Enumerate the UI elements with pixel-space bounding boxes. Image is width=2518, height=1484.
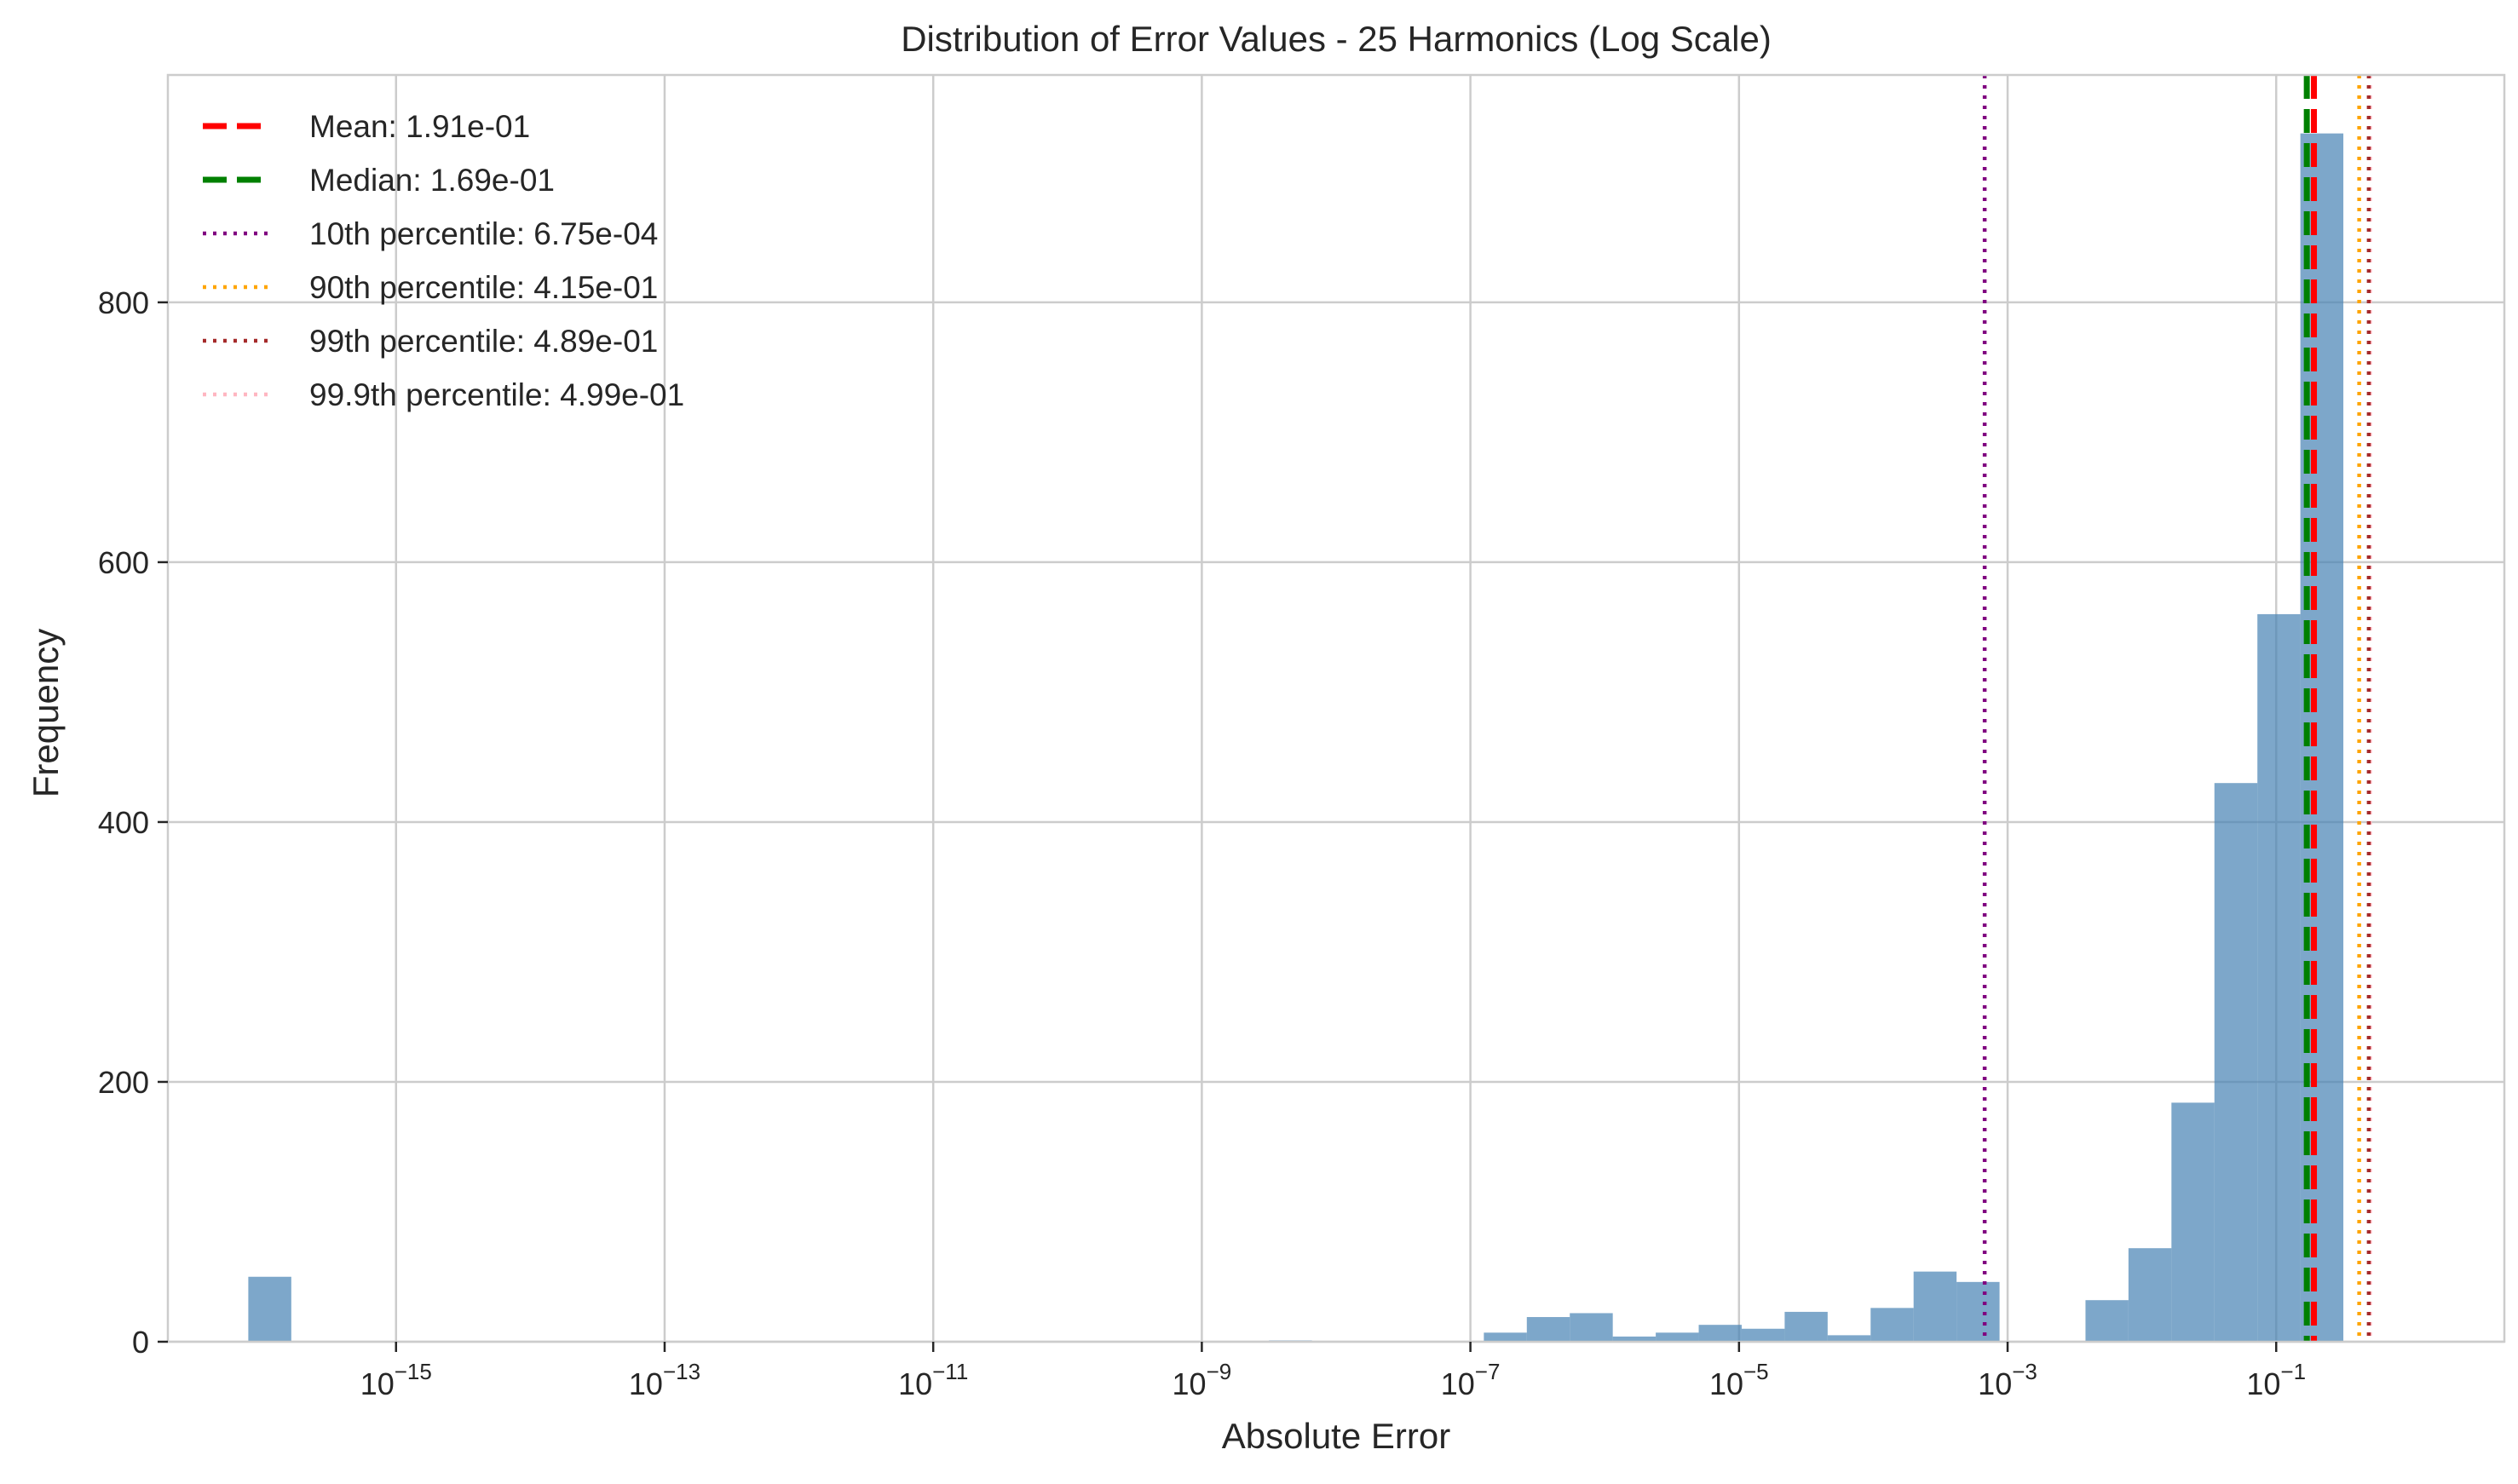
y-tick-label: 0 <box>132 1325 149 1360</box>
x-tick-label: 10−11 <box>898 1359 968 1401</box>
histogram-bar <box>248 1276 291 1342</box>
legend-label: Median: 1.69e-01 <box>309 163 555 198</box>
reference-lines-layer <box>1982 75 2372 1342</box>
x-tick-label: 10−15 <box>360 1359 432 1401</box>
histogram-bar <box>2171 1102 2215 1342</box>
legend-label: Mean: 1.91e-01 <box>309 109 530 144</box>
histogram-bar <box>1484 1332 1527 1342</box>
histogram-bar <box>2128 1248 2172 1342</box>
legend-label: 99.9th percentile: 4.99e-01 <box>309 377 684 412</box>
histogram-bar <box>1741 1328 1785 1342</box>
legend-label: 99th percentile: 4.89e-01 <box>309 324 658 359</box>
histogram-bar <box>1870 1308 1914 1342</box>
ticks-layer: 10−15 10−13 10−11 10−9 10−7 10−5 10−3 10−1 0 200 4… <box>98 285 2306 1401</box>
y-tick-label: 800 <box>98 285 149 320</box>
x-tick-label: 10−7 <box>1441 1359 1501 1401</box>
x-tick-label: 10−3 <box>1978 1359 2037 1401</box>
histogram-bar <box>1570 1313 1613 1342</box>
plot-frame <box>166 73 2506 1343</box>
x-tick-label: 10−13 <box>629 1359 700 1401</box>
legend-label: 10th percentile: 6.75e-04 <box>309 216 658 251</box>
x-tick-label: 10−9 <box>1173 1359 1232 1401</box>
histogram-bar <box>1698 1325 1742 1342</box>
y-tick-label: 400 <box>98 805 149 840</box>
histogram-bar <box>1612 1336 1657 1342</box>
histogram-bar <box>2257 613 2301 1342</box>
histogram-bar <box>1913 1271 1957 1342</box>
chart-title: Distribution of Error Values - 25 Harmon… <box>901 19 1772 59</box>
histogram-bar <box>1526 1317 1570 1342</box>
histogram-bar <box>2214 783 2258 1342</box>
y-axis-label: Frequency <box>26 629 66 797</box>
histogram-bar <box>1656 1332 1699 1342</box>
x-tick-label: 10−5 <box>1709 1359 1769 1401</box>
x-tick-label: 10−1 <box>2246 1359 2306 1401</box>
x-axis-label: Absolute Error <box>1222 1416 1450 1456</box>
legend: Mean: 1.91e-01 Median: 1.69e-01 10th perce… <box>203 109 684 412</box>
y-tick-label: 200 <box>98 1065 149 1100</box>
legend-label: 90th percentile: 4.15e-01 <box>309 270 658 305</box>
histogram-bar <box>2085 1300 2129 1342</box>
y-tick-label: 600 <box>98 545 149 580</box>
histogram-bar <box>1827 1335 1871 1342</box>
histogram-bar <box>1784 1311 1828 1342</box>
histogram-bar <box>1956 1281 2000 1342</box>
